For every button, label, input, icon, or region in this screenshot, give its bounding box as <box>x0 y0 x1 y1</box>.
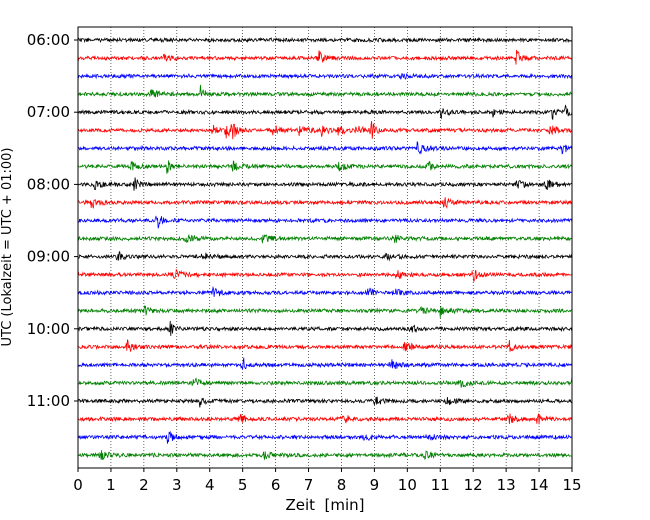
seismogram-trace <box>77 338 573 352</box>
x-tick-label: 12 <box>464 476 483 494</box>
seismogram-trace <box>77 215 573 229</box>
x-tick-label: 4 <box>205 476 215 494</box>
x-tick-label: 1 <box>106 476 116 494</box>
seismogram-trace <box>77 376 573 388</box>
x-tick-label: 13 <box>497 476 516 494</box>
trace-layer <box>77 36 573 461</box>
x-tick-label: 7 <box>304 476 314 494</box>
seismogram-trace <box>77 36 573 44</box>
seismogram-trace <box>77 72 573 80</box>
y-tick-label: 08:00 <box>27 175 70 193</box>
y-axis-ticks: 06:00 07:00 08:00 09:00 10:00 11:00 <box>27 31 78 410</box>
seismogram-trace <box>77 430 573 444</box>
x-tick-label: 8 <box>337 476 347 494</box>
seismogram-trace <box>77 177 573 191</box>
seismogram-trace <box>77 250 573 262</box>
x-tick-label: 15 <box>562 476 581 494</box>
x-tick-label: 11 <box>431 476 450 494</box>
seismogram-trace <box>77 285 573 297</box>
x-tick-label: 6 <box>271 476 281 494</box>
seismogram-trace <box>77 413 573 425</box>
seismogram-trace <box>77 305 573 319</box>
seismogram-trace <box>77 233 573 244</box>
x-tick-label: 3 <box>172 476 182 494</box>
y-axis-label: UTC (Lokalzeit = UTC + 01:00) <box>0 148 15 347</box>
x-tick-label: 10 <box>398 476 417 494</box>
y-tick-label: 11:00 <box>27 392 70 410</box>
seismogram-trace <box>77 141 573 155</box>
seismogram-trace <box>77 396 573 408</box>
seismogram-trace <box>77 197 573 209</box>
seismogram-trace <box>77 450 573 461</box>
seismogram-trace <box>77 357 573 371</box>
x-tick-label: 0 <box>73 476 83 494</box>
seismogram-trace <box>77 49 573 65</box>
seismogram-trace <box>77 268 573 283</box>
x-axis-ticks: 0 1 2 3 4 5 6 7 8 9 10 11 12 13 14 15 <box>73 468 582 494</box>
x-tick-label: 2 <box>139 476 149 494</box>
x-axis-label: Zeit [min] <box>285 496 364 514</box>
plot-frame <box>77 26 573 469</box>
seismogram-trace <box>77 120 573 140</box>
y-tick-label: 06:00 <box>27 31 70 49</box>
y-tick-label: 09:00 <box>27 248 70 266</box>
x-tick-label: 9 <box>370 476 380 494</box>
seismogram-trace <box>77 320 573 336</box>
x-tick-label: 5 <box>238 476 248 494</box>
y-tick-label: 07:00 <box>27 103 70 121</box>
seismogram-trace <box>77 104 573 121</box>
seismogram-trace <box>77 84 573 98</box>
x-tick-label: 14 <box>530 476 549 494</box>
seismogram-trace <box>77 160 573 174</box>
plot-background <box>78 27 572 468</box>
y-tick-label: 10:00 <box>27 320 70 338</box>
